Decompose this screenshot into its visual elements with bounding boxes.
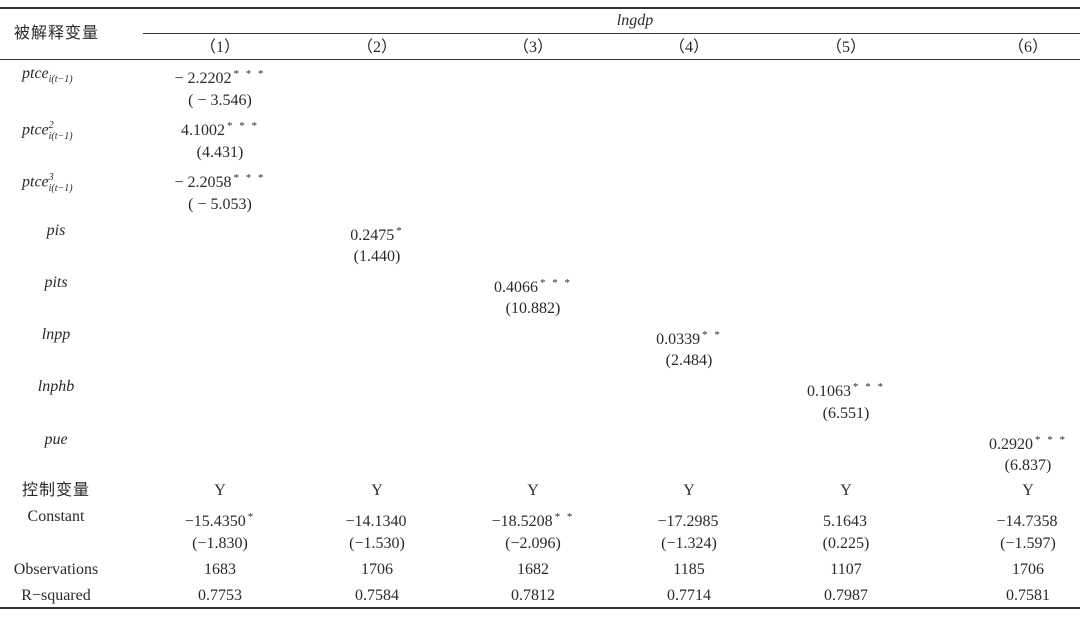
controls-5: Y [840,482,852,499]
constant-coef-2: −14.1340 [345,513,407,530]
observations-1: 1683 [204,561,236,578]
r-squared-2: 0.7584 [355,587,399,604]
tstat-ptce-cubed: ( − 5.053) [188,196,252,213]
constant-coef-5: 5.1643 [823,513,867,530]
tstat-pue: (6.837) [1004,457,1052,474]
column-header-3: （3） [512,39,554,56]
coef-ptce: − 2.2202 * * * [174,68,266,87]
tstat-pits: (10.882) [505,300,561,317]
tstat-ptce: ( − 3.546) [188,92,252,109]
observations-6: 1706 [1012,561,1044,578]
header-sub-rule [143,33,1080,34]
row-label-ptce-squared: ptce2i(t−1) [22,120,73,142]
observations-3: 1682 [517,561,549,578]
constant-coef-3: −18.5208 * * [491,511,575,530]
constant-tstat-5: (0.225) [822,535,870,552]
row-label-ptce-cubed: ptce3i(t−1) [22,172,73,194]
row-label-pue: pue [44,431,68,448]
top-rule [0,7,1080,9]
coef-pits: 0.4066 * * * [494,277,572,296]
coef-ptce-squared: 4.1002 * * * [181,120,259,139]
row-label-ptce: ptcei(t−1) [22,65,73,86]
column-header-2: （2） [356,39,398,56]
column-header-5: （5） [825,39,867,56]
tstat-pis: (1.440) [353,248,401,265]
constant-tstat-6: (−1.597) [1000,535,1056,552]
controls-4: Y [683,482,695,499]
bottom-rule [0,607,1080,609]
row-label-lnphb: lnphb [37,378,75,395]
coef-lnphb: 0.1063 * * * [807,381,885,400]
observations-2: 1706 [361,561,393,578]
r-squared-1: 0.7753 [198,587,242,604]
coef-lnpp: 0.0339 * * [656,329,722,348]
row-label-lnpp: lnpp [41,326,71,343]
header-bottom-rule [0,59,1080,60]
r-squared-5: 0.7987 [824,587,868,604]
constant-tstat-3: (−2.096) [505,535,561,552]
controls-1: Y [214,482,226,499]
coef-ptce-cubed: − 2.2058 * * * [174,172,266,191]
tstat-ptce-squared: (4.431) [196,144,244,161]
constant-coef-1: −15.4350 * [184,511,256,530]
constant-tstat-2: (−1.530) [349,535,405,552]
r-squared-3: 0.7812 [511,587,555,604]
dependent-variable-label: 被解释变量 [14,25,100,42]
row-label-r-squared: R−squared [21,587,91,604]
coef-pue: 0.2920 * * * [989,434,1067,453]
column-header-1: （1） [199,39,241,56]
constant-tstat-1: (−1.830) [192,535,248,552]
column-header-4: （4） [668,39,710,56]
tstat-lnpp: (2.484) [665,352,713,369]
constant-coef-4: −17.2985 [657,513,719,530]
controls-2: Y [371,482,383,499]
observations-5: 1107 [830,561,862,578]
r-squared-4: 0.7714 [667,587,711,604]
constant-tstat-4: (−1.324) [661,535,717,552]
controls-3: Y [527,482,539,499]
dependent-variable-name: lngdp [616,12,654,29]
row-label-pis: pis [46,222,66,239]
coef-pis: 0.2475 * [350,225,404,244]
row-label-pits: pits [44,274,68,291]
row-label-constant: Constant [27,508,85,525]
controls-6: Y [1022,482,1034,499]
observations-4: 1185 [673,561,705,578]
constant-coef-6: −14.7358 [996,513,1058,530]
row-label-controls: 控制变量 [21,482,91,499]
r-squared-6: 0.7581 [1006,587,1050,604]
tstat-lnphb: (6.551) [822,405,870,422]
column-header-6: （6） [1007,39,1049,56]
row-label-observations: Observations [13,561,99,578]
